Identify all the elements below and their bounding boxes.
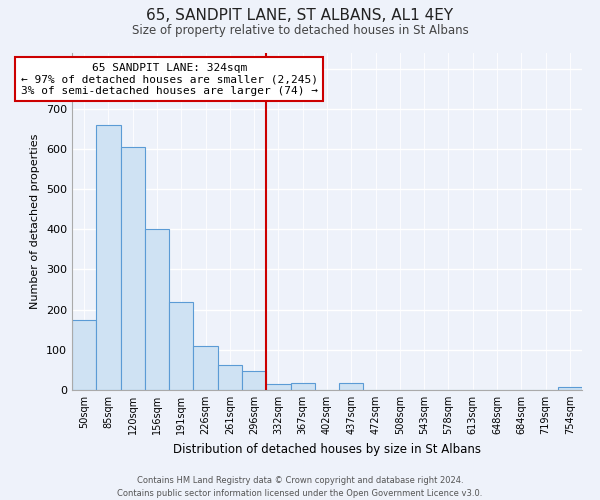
Text: Size of property relative to detached houses in St Albans: Size of property relative to detached ho… (131, 24, 469, 37)
Bar (290, 383, 315, 390)
Bar (96, 125, 121, 390)
Bar (169, 302, 193, 390)
X-axis label: Distribution of detached houses by size in St Albans: Distribution of detached houses by size … (173, 442, 481, 456)
Bar (218, 364, 242, 390)
Text: 65, SANDPIT LANE, ST ALBANS, AL1 4EY: 65, SANDPIT LANE, ST ALBANS, AL1 4EY (146, 8, 454, 22)
Bar (121, 147, 145, 390)
Bar (193, 346, 218, 390)
Bar (242, 371, 266, 390)
Bar (72, 320, 96, 390)
Bar (558, 387, 582, 390)
Text: 65 SANDPIT LANE: 324sqm
← 97% of detached houses are smaller (2,245)
3% of semi-: 65 SANDPIT LANE: 324sqm ← 97% of detache… (20, 62, 317, 96)
Bar (266, 384, 290, 390)
Bar (339, 383, 364, 390)
Bar (145, 230, 169, 390)
Y-axis label: Number of detached properties: Number of detached properties (31, 134, 40, 309)
Text: Contains HM Land Registry data © Crown copyright and database right 2024.
Contai: Contains HM Land Registry data © Crown c… (118, 476, 482, 498)
